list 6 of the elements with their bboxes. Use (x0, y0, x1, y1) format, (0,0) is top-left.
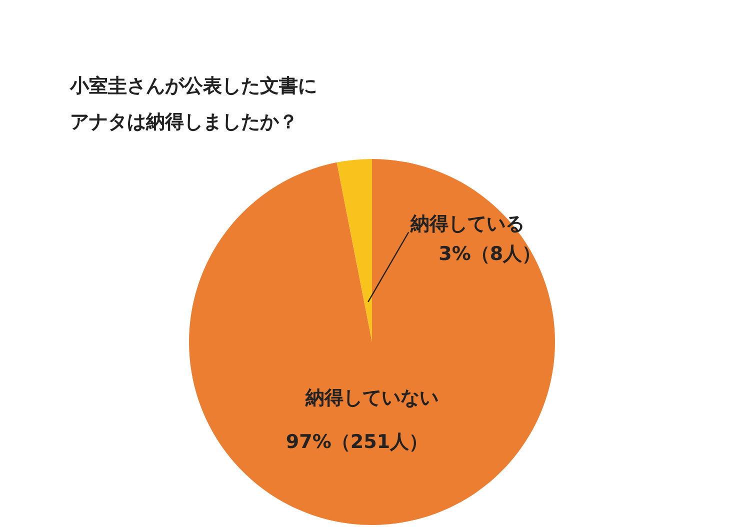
slice-label: 納得していない (304, 387, 438, 409)
data-label: 3%（8人） (438, 243, 542, 266)
data-label: 97%（251人） (286, 431, 428, 453)
pie-slice (336, 159, 372, 342)
chart-title: 小室圭さんが公表した文書にアナタは納得しましたか？ (69, 75, 317, 133)
pie-slice (189, 159, 555, 525)
